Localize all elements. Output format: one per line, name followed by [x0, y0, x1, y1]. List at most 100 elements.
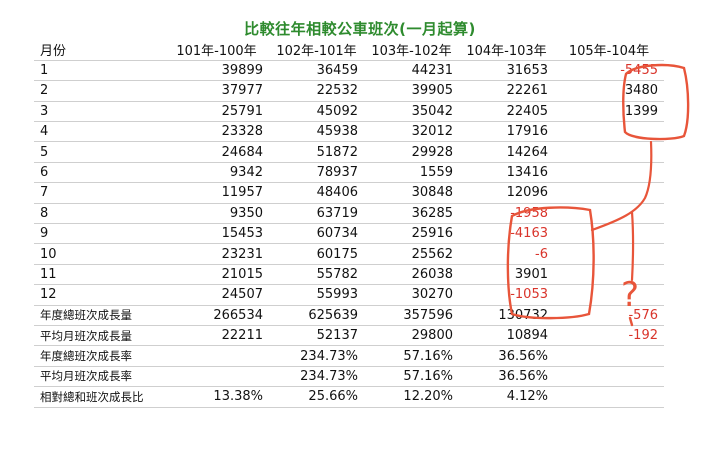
header-month: 月份 [40, 44, 67, 60]
header-102-101: 102年-101年 [276, 44, 357, 60]
cell-value: 55993 [269, 284, 364, 306]
cell-value: 3901 [459, 263, 554, 285]
cell-value: 22532 [269, 80, 364, 102]
cell-value [554, 121, 664, 142]
cell-value: 48406 [269, 182, 364, 204]
cell-value: 57.16% [364, 345, 459, 367]
cell-value: 36.56% [459, 345, 554, 367]
row-label: 平均月班次成長量 [34, 324, 164, 346]
cell-value: 52137 [269, 324, 364, 346]
cell-value: -576 [554, 304, 664, 326]
cell-value: 36285 [364, 202, 459, 224]
cell-value: 9350 [164, 202, 269, 224]
cell-value: -4163 [459, 223, 554, 244]
table-row: 年度總班次成長率 234.73% 57.16% 36.56% [34, 345, 664, 367]
cell-value: 234.73% [269, 345, 364, 367]
question-mark-annotation: ? [621, 275, 640, 315]
cell-value: 45938 [269, 121, 364, 142]
cell-value: 63719 [269, 202, 364, 224]
cell-value: 1399 [554, 100, 664, 122]
table-row: 2 37977 22532 39905 22261 3480 [34, 80, 664, 102]
table-row: 12 24507 55993 30270 -1053 [34, 284, 664, 306]
row-label: 9 [34, 223, 164, 244]
table-row: 9 15453 60734 25916 -4163 [34, 223, 664, 244]
cell-value: 30270 [364, 284, 459, 306]
cell-value: -1958 [459, 202, 554, 224]
cell-value: 31653 [459, 59, 554, 81]
cell-value: 266534 [164, 304, 269, 326]
cell-value [554, 141, 664, 163]
header-104-103: 104年-103年 [466, 44, 547, 60]
header-101-100: 101年-100年 [176, 44, 257, 60]
row-label: 平均月班次成長率 [34, 365, 164, 387]
row-label: 7 [34, 182, 164, 204]
cell-value: 30848 [364, 182, 459, 204]
row-label: 11 [34, 263, 164, 285]
cell-value [554, 161, 664, 183]
cell-value: 32012 [364, 121, 459, 142]
cell-value: 35042 [364, 100, 459, 122]
cell-value: 9342 [164, 161, 269, 183]
cell-value: -6 [459, 243, 554, 265]
cell-value [554, 365, 664, 387]
cell-value: 45092 [269, 100, 364, 122]
cell-value [554, 223, 664, 244]
cell-value [554, 284, 664, 306]
table-row: 1 39899 36459 44231 31653 -5455 [34, 59, 664, 81]
cell-value [554, 263, 664, 285]
cell-value: 25.66% [269, 386, 364, 408]
table-row: 7 11957 48406 30848 12096 [34, 182, 664, 204]
cell-value [554, 386, 664, 408]
cell-value: 24684 [164, 141, 269, 163]
cell-value: 44231 [364, 59, 459, 81]
cell-value [554, 345, 664, 367]
row-label: 8 [34, 202, 164, 224]
header-105-104: 105年-104年 [568, 44, 650, 60]
cell-value: 14264 [459, 141, 554, 163]
row-label: 10 [34, 243, 164, 265]
cell-value [164, 365, 269, 387]
row-label: 4 [34, 121, 164, 142]
cell-value: 25562 [364, 243, 459, 265]
cell-value: 10894 [459, 324, 554, 346]
cell-value: 234.73% [269, 365, 364, 387]
cell-value: -5455 [554, 59, 664, 81]
cell-value: 22211 [164, 324, 269, 346]
cell-value: 25791 [164, 100, 269, 122]
comparison-table: 月份 101年-100年 102年-101年 103年-102年 104年-10… [34, 40, 664, 408]
row-label: 1 [34, 59, 164, 81]
table-row: 3 25791 45092 35042 22405 1399 [34, 100, 664, 122]
table-row: 6 9342 78937 1559 13416 [34, 161, 664, 183]
cell-value: 39899 [164, 59, 269, 81]
cell-value: 13416 [459, 161, 554, 183]
cell-value: 39905 [364, 80, 459, 102]
cell-value: 60734 [269, 223, 364, 244]
table-row: 11 21015 55782 26038 3901 [34, 263, 664, 285]
cell-value: 55782 [269, 263, 364, 285]
header-row: 月份 101年-100年 102年-101年 103年-102年 104年-10… [34, 40, 664, 60]
cell-value: 130732 [459, 304, 554, 326]
cell-value: 29928 [364, 141, 459, 163]
cell-value: 12.20% [364, 386, 459, 408]
cell-value [554, 202, 664, 224]
row-label: 3 [34, 100, 164, 122]
cell-value: 1559 [364, 161, 459, 183]
cell-value: 11957 [164, 182, 269, 204]
cell-value: 357596 [364, 304, 459, 326]
table-row: 4 23328 45938 32012 17916 [34, 121, 664, 142]
cell-value: 78937 [269, 161, 364, 183]
row-label: 6 [34, 161, 164, 183]
cell-value: 625639 [269, 304, 364, 326]
row-label: 年度總班次成長率 [34, 345, 164, 367]
page-title: 比較往年相較公車班次(一月起算) [244, 20, 476, 38]
row-label: 2 [34, 80, 164, 102]
row-label: 年度總班次成長量 [34, 304, 164, 326]
cell-value [554, 182, 664, 204]
cell-value: 29800 [364, 324, 459, 346]
header-103-102: 103年-102年 [371, 44, 452, 60]
cell-value: 25916 [364, 223, 459, 244]
table-row: 年度總班次成長量 266534 625639 357596 130732 -576 [34, 304, 664, 326]
cell-value: 57.16% [364, 365, 459, 387]
row-label: 5 [34, 141, 164, 163]
cell-value: 3480 [554, 80, 664, 102]
